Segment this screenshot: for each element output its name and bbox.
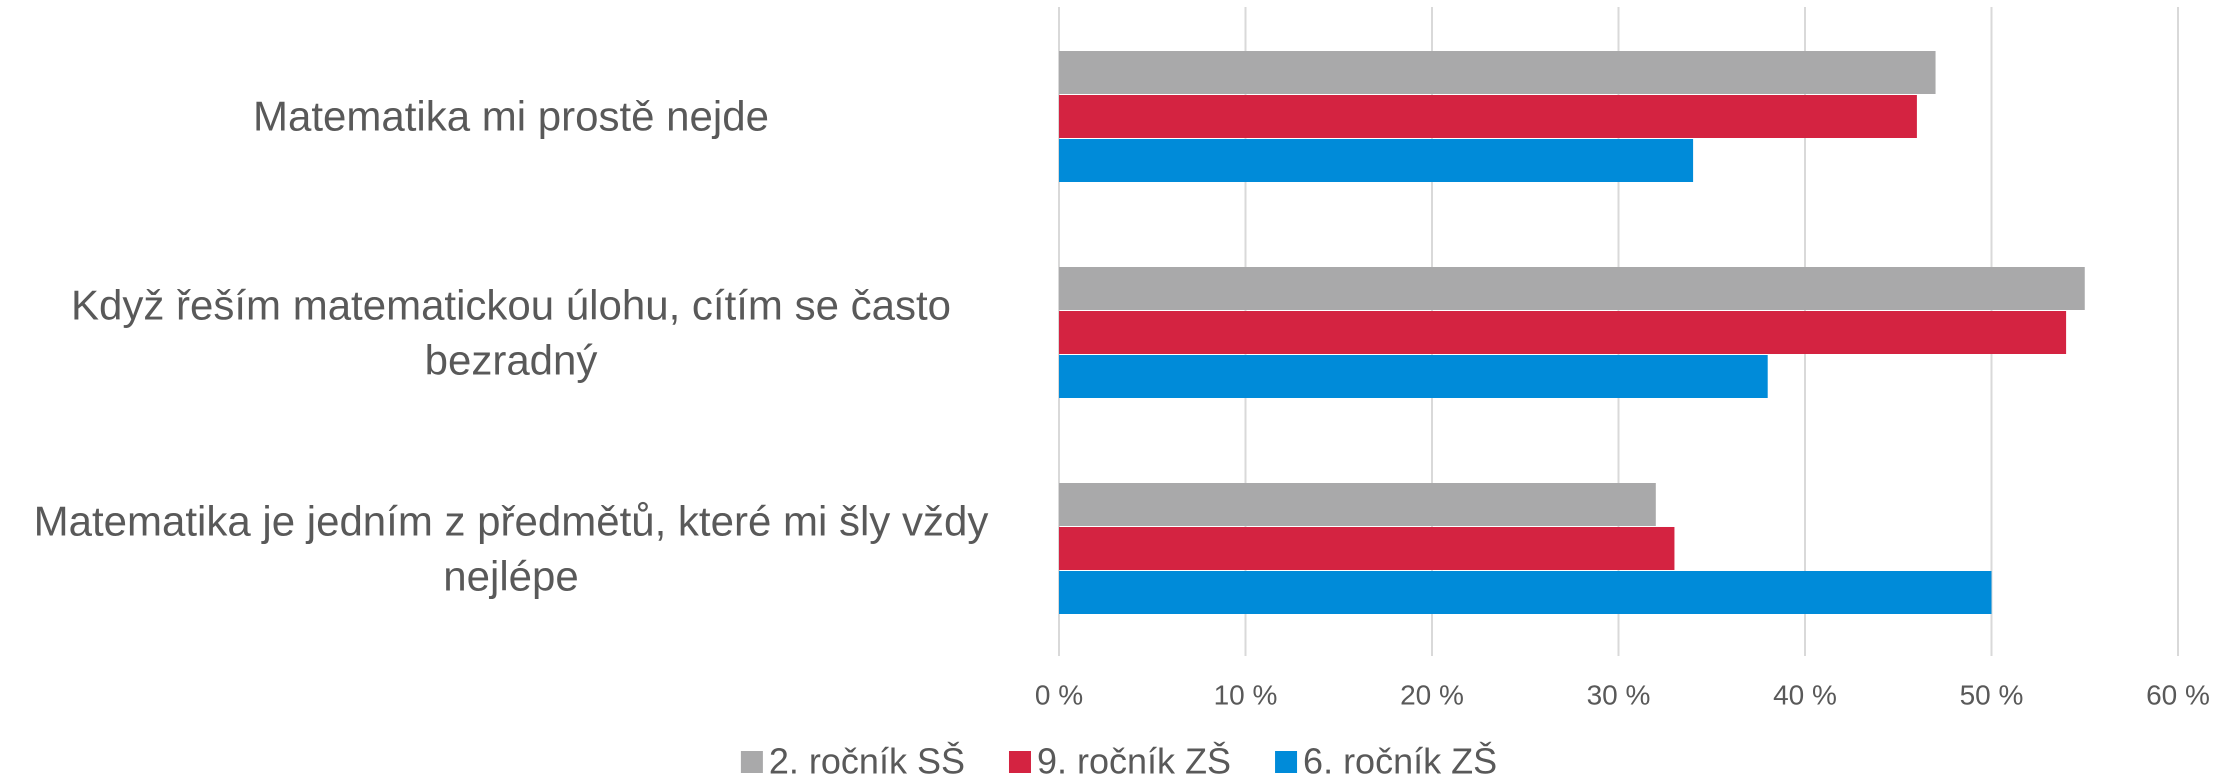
x-tick-label: 0 % xyxy=(1035,679,1083,710)
legend-label: 6. ročník ZŠ xyxy=(1303,741,1497,780)
legend-swatch xyxy=(1275,751,1298,773)
bar xyxy=(1059,267,2085,310)
x-tick-label: 50 % xyxy=(1960,679,2024,710)
legend-label: 2. ročník SŠ xyxy=(769,741,965,780)
bar xyxy=(1059,311,2067,354)
x-tick-label: 20 % xyxy=(1400,679,1464,710)
x-tick-label: 60 % xyxy=(2146,679,2210,710)
legend-swatch xyxy=(740,751,763,773)
bar xyxy=(1059,139,1694,182)
x-tick-label: 30 % xyxy=(1587,679,1651,710)
bar xyxy=(1059,51,1936,94)
bar xyxy=(1059,571,1992,614)
x-tick-label: 40 % xyxy=(1773,679,1837,710)
bar xyxy=(1059,483,1656,526)
bar xyxy=(1059,527,1675,570)
legend-label: 9. ročník ZŠ xyxy=(1037,741,1231,780)
bar xyxy=(1059,95,1917,138)
x-tick-label: 10 % xyxy=(1214,679,1278,710)
category-label: Matematika je jedním z předmětů, které m… xyxy=(33,497,989,599)
category-label: Matematika mi prostě nejde xyxy=(253,92,769,140)
category-label: Když řeším matematickou úlohu, cítím se … xyxy=(71,281,951,383)
bar xyxy=(1059,355,1768,398)
legend-swatch xyxy=(1008,751,1031,773)
